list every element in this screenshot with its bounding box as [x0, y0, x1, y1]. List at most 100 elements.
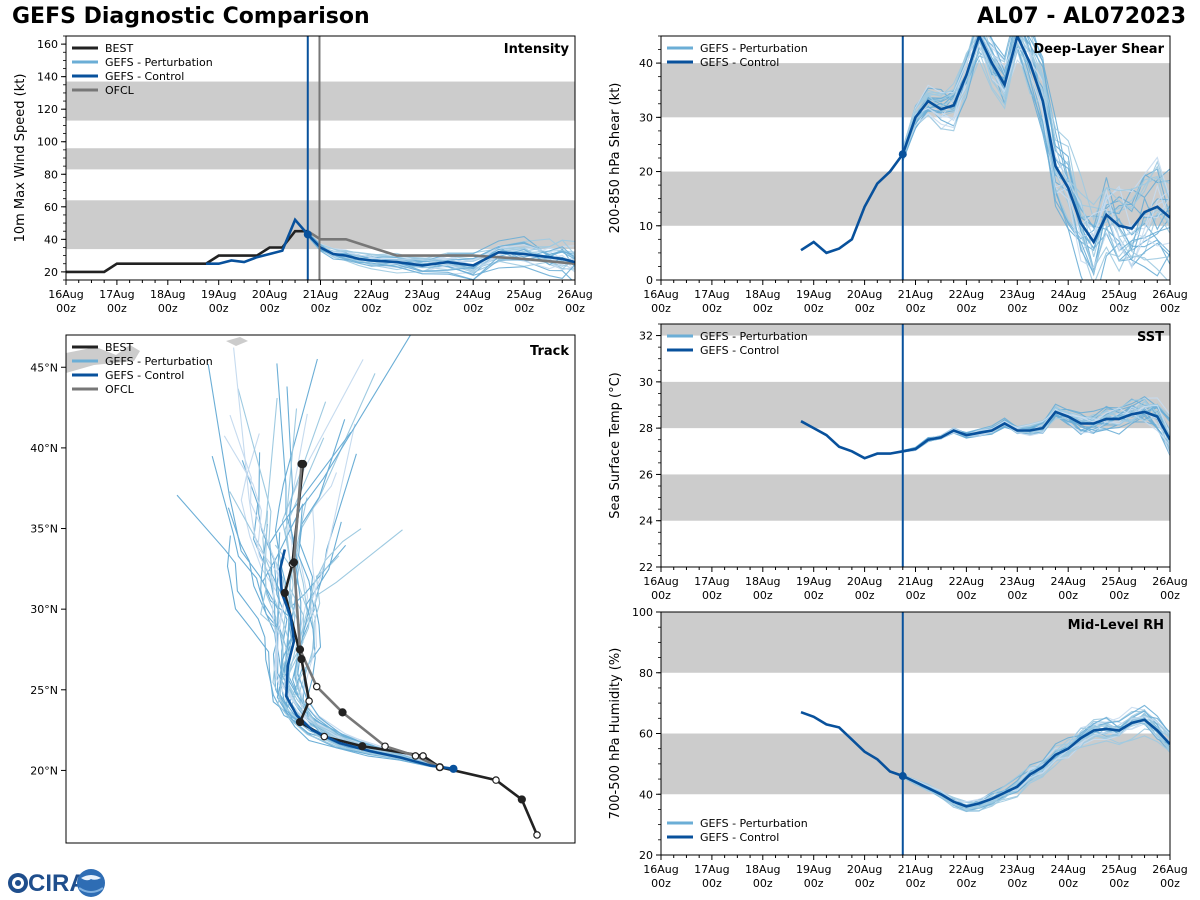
- legend-label-best: BEST: [105, 341, 133, 354]
- perturbation-line: [902, 36, 1170, 261]
- control-line: [800, 36, 1170, 255]
- x-tick-label: 25Aug: [1101, 575, 1136, 588]
- best-track-point: [295, 717, 305, 727]
- best-track-point: [280, 588, 289, 598]
- legend-label-perturbation: GEFS - Perturbation: [700, 330, 808, 343]
- y-tick-label: 100: [632, 606, 653, 619]
- sst-plot-area: [661, 324, 1170, 521]
- x-tick-label: 23Aug: [405, 288, 440, 301]
- x-tick-label: 25Aug: [506, 288, 541, 301]
- legend-label-ofcl: OFCL: [105, 84, 135, 97]
- legend-label-perturbation: GEFS - Perturbation: [700, 42, 808, 55]
- y-tick-label: 100: [37, 136, 58, 149]
- intensity-band: [661, 612, 1170, 673]
- x-tick-label: 00z: [514, 302, 534, 315]
- ofcl-track-point: [297, 459, 306, 469]
- best-track-point: [517, 795, 526, 804]
- x-tick-label: 00z: [855, 589, 875, 602]
- x-tick-label: 00z: [702, 589, 722, 602]
- land-shape: [226, 337, 248, 346]
- x-tick-label: 00z: [804, 589, 824, 602]
- control-track-line: [278, 549, 454, 771]
- panel-title: Track: [530, 344, 569, 359]
- x-tick-label: 18Aug: [745, 288, 780, 301]
- x-tick-label: 24Aug: [1050, 288, 1085, 301]
- x-tick-label: 00z: [1160, 589, 1180, 602]
- y-tick-label: 30: [639, 376, 653, 389]
- y-tick-label: 0: [646, 274, 653, 287]
- x-tick-label: 26Aug: [557, 288, 592, 301]
- x-tick-label: 00z: [855, 877, 875, 890]
- y-tick-label: 60: [44, 201, 58, 214]
- x-tick-label: 00z: [158, 302, 178, 315]
- x-tick-label: 22Aug: [949, 288, 984, 301]
- x-tick-label: 19Aug: [201, 288, 236, 301]
- x-tick-label: 00z: [463, 302, 483, 315]
- perturbation-track: [297, 335, 454, 770]
- x-tick-label: 00z: [957, 589, 977, 602]
- perturbation-track: [241, 460, 454, 770]
- y-axis-label: 10m Max Wind Speed (kt): [13, 74, 28, 243]
- x-tick-label: 16Aug: [643, 575, 678, 588]
- x-tick-label: 00z: [957, 877, 977, 890]
- perturbation-track: [300, 423, 454, 770]
- perturbation-track: [207, 364, 454, 770]
- control-point: [449, 764, 458, 773]
- x-tick-label: 00z: [1058, 302, 1078, 315]
- x-tick-label: 00z: [565, 302, 585, 315]
- perturbation-line: [902, 36, 1170, 273]
- y-tick-label: 26: [639, 468, 653, 481]
- y-tick-label: 160: [37, 38, 58, 51]
- ofcl-track-point: [381, 742, 389, 751]
- y-tick-label: 22: [639, 561, 653, 574]
- x-tick-label: 00z: [906, 302, 926, 315]
- x-tick-label: 18Aug: [745, 575, 780, 588]
- legend-label-control: GEFS - Control: [105, 70, 184, 83]
- ofcl-track-point: [312, 682, 321, 691]
- y-tick-label: 120: [37, 103, 58, 116]
- legend-label-control: GEFS - Control: [700, 56, 779, 69]
- y-tick-label: 60: [639, 728, 653, 741]
- x-tick-label: 20Aug: [847, 575, 882, 588]
- ofcl-track-line: [292, 463, 441, 769]
- intensity-chart: 20 40 60 80 100 120 140 160 10m Max Wind Speed (…: [13, 35, 593, 315]
- control-line: [206, 217, 575, 267]
- x-tick-label: 17Aug: [694, 863, 729, 876]
- land-shape: [66, 345, 140, 373]
- x-tick-label: 23Aug: [1000, 288, 1035, 301]
- x-tick-label: 16Aug: [643, 863, 678, 876]
- perturbation-line: [902, 36, 1170, 239]
- latitude-label: 35°N: [30, 523, 58, 536]
- y-tick-label: 28: [639, 422, 653, 435]
- legend-label-control: GEFS - Control: [700, 344, 779, 357]
- perturbation-line: [902, 36, 1170, 221]
- y-tick-label: 20: [639, 166, 653, 179]
- y-tick-label: 32: [639, 330, 653, 343]
- best-track-point: [358, 742, 367, 751]
- x-tick-label: 24Aug: [1050, 575, 1085, 588]
- x-tick-label: 00z: [362, 302, 382, 315]
- init-marker: [898, 772, 907, 781]
- x-tick-label: 21Aug: [898, 863, 933, 876]
- y-tick-label: 10: [639, 220, 653, 233]
- x-tick-label: 00z: [412, 302, 432, 315]
- page-title: GEFS Diagnostic Comparison: [12, 4, 370, 29]
- legend-label-perturbation: GEFS - Perturbation: [105, 355, 213, 368]
- x-tick-label: 00z: [906, 877, 926, 890]
- x-tick-label: 19Aug: [796, 863, 831, 876]
- perturbation-line: [902, 40, 1170, 280]
- x-tick-label: 24Aug: [455, 288, 490, 301]
- rh-plot-area: [661, 612, 1170, 813]
- x-tick-label: 00z: [753, 302, 773, 315]
- x-tick-label: 00z: [1058, 877, 1078, 890]
- rh-chart: 20 40 60 80 100 700-500 hPa Humidity (%) 16Aug…: [608, 606, 1188, 890]
- y-axis-label: 200-850 hPa Shear (kt): [608, 83, 623, 234]
- x-tick-label: 19Aug: [796, 575, 831, 588]
- x-tick-label: 00z: [753, 589, 773, 602]
- track-frame: [65, 334, 576, 844]
- x-tick-label: 00z: [804, 302, 824, 315]
- x-tick-label: 16Aug: [643, 288, 678, 301]
- x-tick-label: 19Aug: [796, 288, 831, 301]
